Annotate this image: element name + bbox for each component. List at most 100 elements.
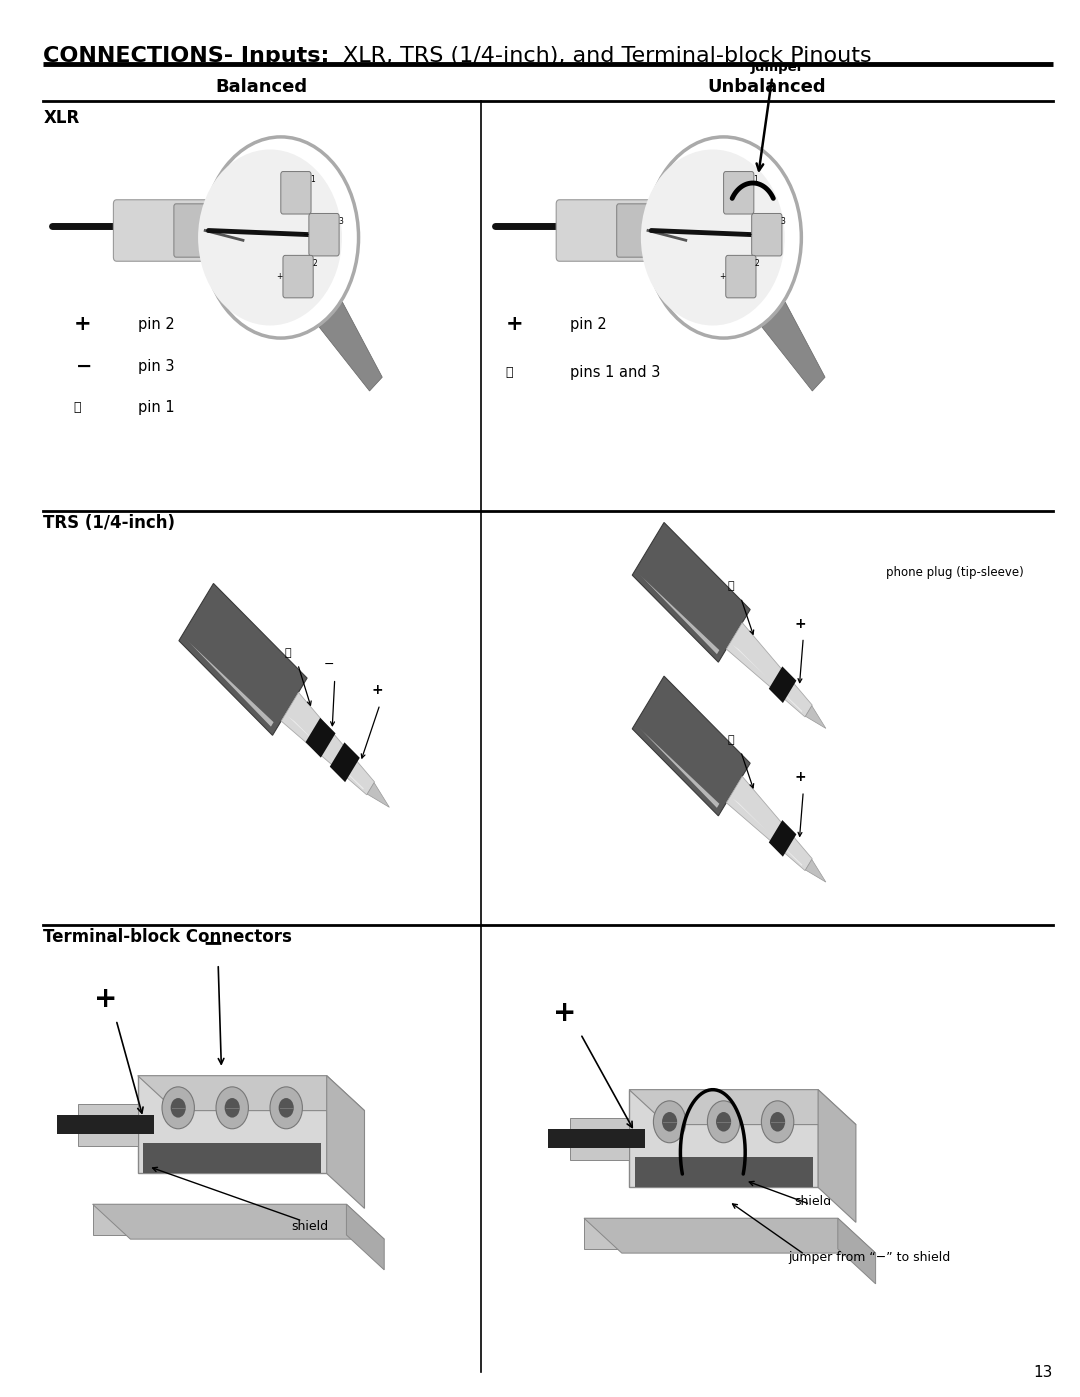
Polygon shape — [179, 584, 307, 735]
Polygon shape — [819, 1090, 856, 1222]
Polygon shape — [79, 1104, 138, 1146]
Polygon shape — [639, 574, 719, 654]
Text: pin 2: pin 2 — [570, 317, 607, 331]
Text: 1: 1 — [753, 176, 757, 184]
Circle shape — [707, 1101, 740, 1143]
Polygon shape — [306, 718, 336, 757]
Text: CONNECTIONS- Inputs:: CONNECTIONS- Inputs: — [43, 46, 337, 66]
Text: TRS (1/4-inch): TRS (1/4-inch) — [43, 514, 175, 532]
Polygon shape — [769, 820, 796, 856]
Text: Unbalanced: Unbalanced — [707, 78, 826, 96]
Text: +: + — [372, 683, 383, 697]
Ellipse shape — [198, 149, 342, 326]
Polygon shape — [727, 777, 812, 870]
Polygon shape — [138, 1076, 326, 1173]
Text: +: + — [505, 314, 523, 334]
Text: ㏛: ㏛ — [505, 366, 513, 380]
Text: XLR: XLR — [43, 109, 80, 127]
Circle shape — [279, 1098, 294, 1118]
Polygon shape — [806, 705, 826, 728]
Polygon shape — [727, 623, 812, 717]
Text: 3: 3 — [781, 218, 786, 226]
Polygon shape — [320, 302, 382, 391]
Circle shape — [171, 1098, 186, 1118]
Polygon shape — [347, 1204, 384, 1270]
Bar — [635, 1157, 812, 1187]
FancyBboxPatch shape — [752, 214, 782, 256]
Text: ㏛: ㏛ — [285, 648, 292, 658]
FancyBboxPatch shape — [309, 214, 339, 256]
Polygon shape — [57, 1115, 154, 1134]
Circle shape — [225, 1098, 240, 1118]
Text: +: + — [276, 272, 283, 281]
Circle shape — [216, 1087, 248, 1129]
Polygon shape — [629, 1090, 856, 1125]
Polygon shape — [329, 742, 360, 782]
Text: ㏛: ㏛ — [73, 401, 81, 415]
FancyBboxPatch shape — [113, 200, 217, 261]
Polygon shape — [187, 640, 273, 726]
Text: jumper from “−” to shield: jumper from “−” to shield — [788, 1250, 950, 1264]
Text: shield: shield — [794, 1194, 831, 1208]
Polygon shape — [367, 782, 390, 807]
Polygon shape — [93, 1204, 384, 1239]
Polygon shape — [584, 1218, 876, 1253]
Text: +: + — [94, 985, 117, 1013]
Text: 3: 3 — [338, 218, 343, 226]
Ellipse shape — [640, 149, 785, 326]
Circle shape — [761, 1101, 794, 1143]
Polygon shape — [806, 859, 826, 882]
Text: shield: shield — [292, 1220, 328, 1234]
Polygon shape — [93, 1204, 347, 1235]
Polygon shape — [632, 522, 751, 662]
Text: +: + — [553, 999, 576, 1027]
Circle shape — [162, 1087, 194, 1129]
Polygon shape — [769, 666, 796, 703]
Text: ㏛: ㏛ — [728, 735, 734, 745]
FancyBboxPatch shape — [617, 204, 651, 257]
Text: 2: 2 — [312, 260, 316, 268]
Polygon shape — [732, 799, 802, 866]
Text: Terminal-block Connectors: Terminal-block Connectors — [43, 928, 292, 946]
Text: 2: 2 — [755, 260, 759, 268]
Text: pin 1: pin 1 — [138, 401, 175, 415]
Polygon shape — [732, 645, 802, 712]
Circle shape — [662, 1112, 677, 1132]
Text: −: − — [76, 356, 92, 376]
Circle shape — [770, 1112, 785, 1132]
FancyBboxPatch shape — [174, 204, 208, 257]
Text: XLR, TRS (1/4-inch), and Terminal-block Pinouts: XLR, TRS (1/4-inch), and Terminal-block … — [343, 46, 872, 66]
Polygon shape — [281, 693, 375, 795]
Text: ㏛: ㏛ — [728, 581, 734, 591]
Circle shape — [203, 137, 359, 338]
FancyBboxPatch shape — [556, 200, 660, 261]
FancyBboxPatch shape — [724, 172, 754, 214]
Polygon shape — [326, 1076, 365, 1208]
Text: −: − — [302, 231, 309, 239]
Polygon shape — [838, 1218, 876, 1284]
FancyBboxPatch shape — [726, 256, 756, 298]
Text: +: + — [73, 314, 91, 334]
Polygon shape — [632, 676, 751, 816]
Text: pin 3: pin 3 — [138, 359, 175, 373]
Text: pin 2: pin 2 — [138, 317, 175, 331]
Polygon shape — [629, 1090, 819, 1187]
Circle shape — [270, 1087, 302, 1129]
Polygon shape — [570, 1118, 629, 1160]
Text: 1: 1 — [310, 176, 314, 184]
Circle shape — [716, 1112, 731, 1132]
FancyBboxPatch shape — [283, 256, 313, 298]
Polygon shape — [138, 1076, 365, 1111]
FancyBboxPatch shape — [281, 172, 311, 214]
Text: Jumper: Jumper — [751, 61, 805, 74]
Text: Balanced: Balanced — [216, 78, 308, 96]
Polygon shape — [762, 302, 825, 391]
Text: +: + — [795, 770, 807, 784]
Polygon shape — [288, 717, 364, 789]
Bar — [143, 1143, 322, 1173]
Polygon shape — [639, 728, 719, 807]
Polygon shape — [584, 1218, 838, 1249]
Text: phone plug (tip-sleeve): phone plug (tip-sleeve) — [886, 566, 1024, 580]
Polygon shape — [548, 1129, 646, 1148]
Circle shape — [646, 137, 801, 338]
